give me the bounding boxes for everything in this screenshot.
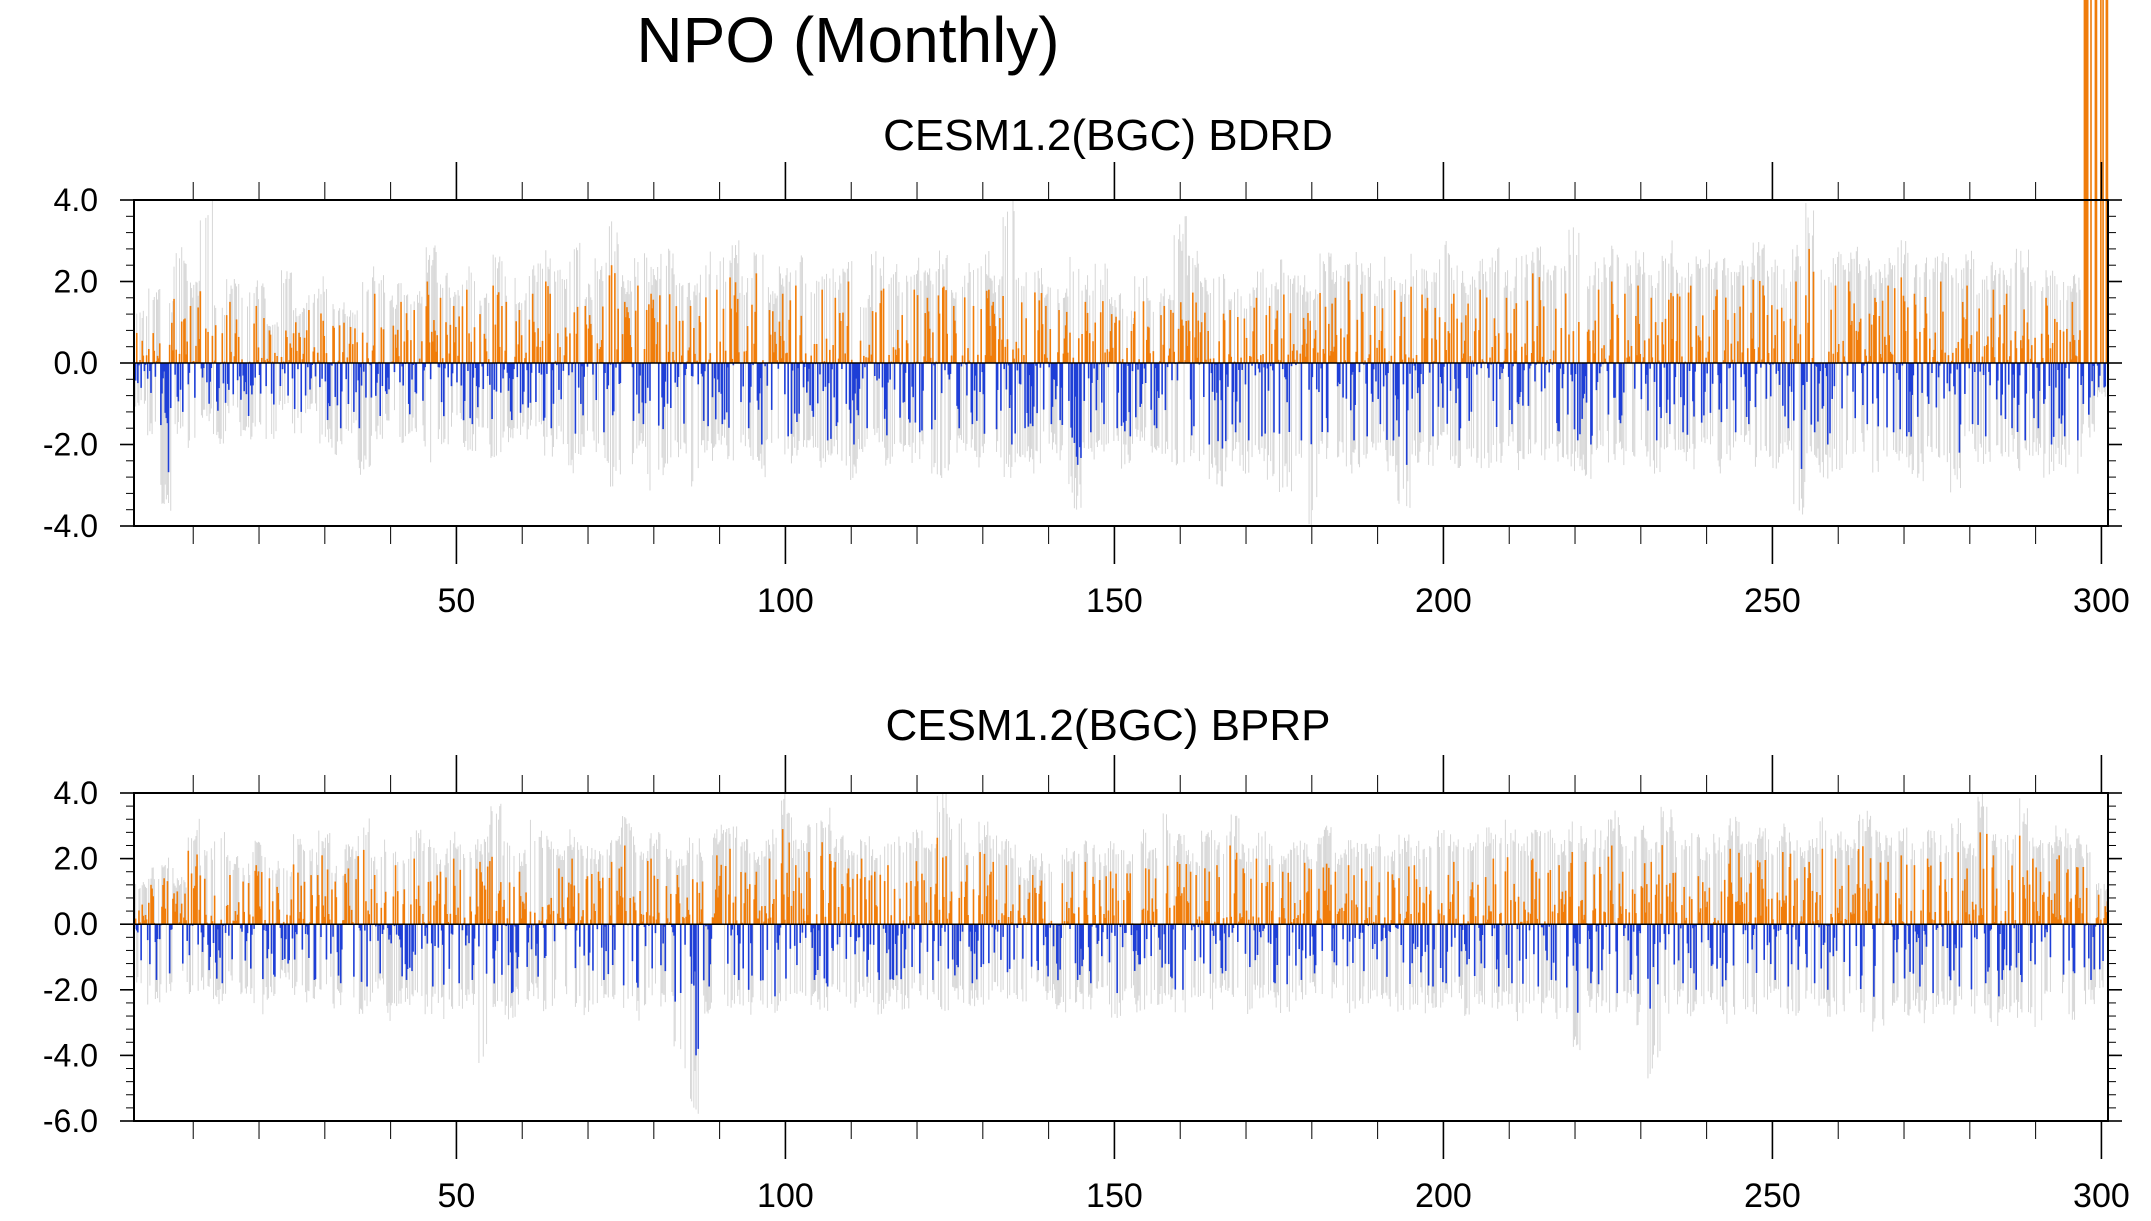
bars-layer <box>133 0 2109 473</box>
panel-title: CESM1.2(BGC) BDRD <box>883 111 1333 160</box>
y-tick-label: 2.0 <box>54 264 98 300</box>
panel-bprp: CESM1.2(BGC) BPRP -6.0-4.0-2.00.02.04.05… <box>43 701 2130 1215</box>
axes-layer: -4.0 -2.0 0.0 2.0 4.0 50 100 150 200 250 300 <box>43 162 2130 620</box>
y-tick-label: -4.0 <box>43 508 98 544</box>
panel-title: CESM1.2(BGC) BPRP <box>886 701 1331 750</box>
y-tick-label: -2.0 <box>43 427 98 463</box>
x-tick-label: 100 <box>757 582 814 620</box>
spread-layer <box>134 793 2108 1114</box>
x-tick-label: 200 <box>1415 582 1472 620</box>
x-tick-label: 250 <box>1744 582 1801 620</box>
y-tick-label: 4.0 <box>54 182 98 218</box>
x-tick-label: 150 <box>1086 582 1143 620</box>
x-tick-label: 50 <box>438 582 476 620</box>
x-tick-label: 300 <box>2073 582 2130 620</box>
figure-title: NPO (Monthly) <box>636 4 1059 76</box>
spread-layer <box>134 0 2108 526</box>
panel-bdrd: CESM1.2(BGC) BDRD -4.0 -2.0 0.0 2.0 4.0 50 100… <box>43 0 2130 620</box>
y-tick-label: 0.0 <box>54 345 98 381</box>
